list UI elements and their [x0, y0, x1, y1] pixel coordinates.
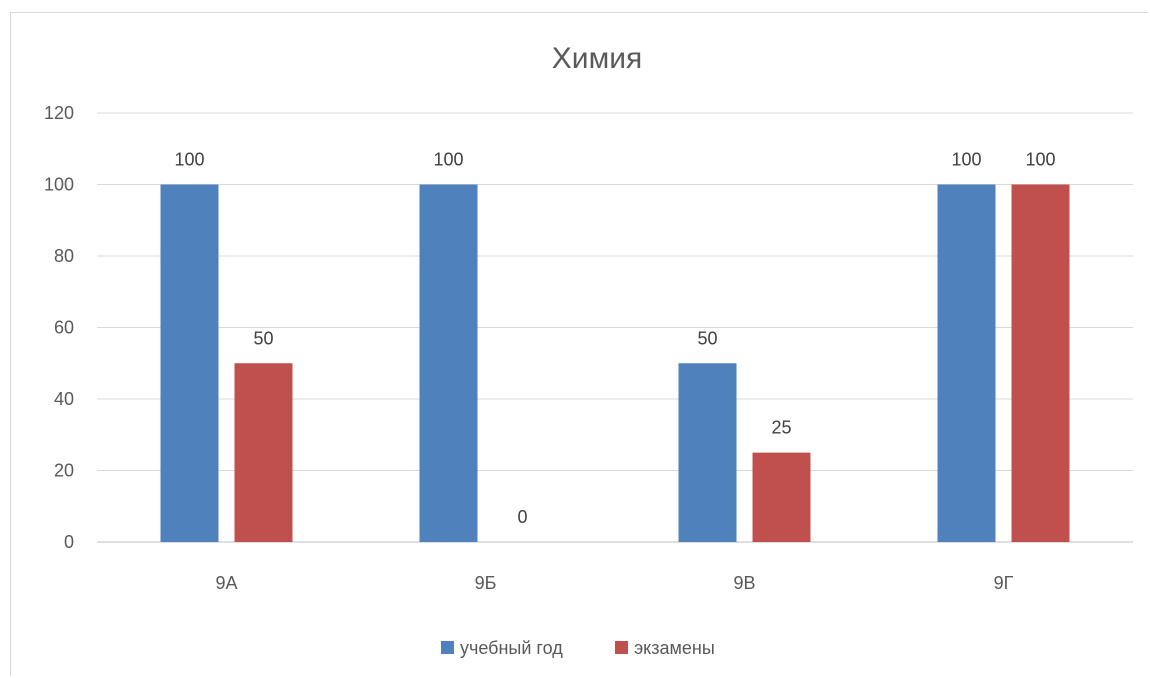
legend: учебный год экзамены [441, 638, 715, 658]
x-tick-label: 9В [733, 573, 755, 593]
data-labels: 100 50 100 0 50 25 100 100 [174, 150, 1055, 528]
y-tick-label: 20 [54, 461, 74, 481]
data-label: 50 [697, 328, 717, 348]
y-axis-ticks: 0 20 40 60 80 100 120 [44, 103, 74, 552]
legend-label: экзамены [634, 638, 715, 658]
bar [234, 363, 293, 542]
y-tick-label: 0 [64, 532, 74, 552]
x-tick-label: 9А [215, 573, 237, 593]
data-label: 100 [174, 150, 204, 170]
data-label: 50 [253, 328, 273, 348]
legend-swatch [615, 641, 628, 654]
y-tick-label: 60 [54, 318, 74, 338]
data-label: 100 [1025, 150, 1055, 170]
data-label: 0 [517, 507, 527, 527]
legend-label: учебный год [460, 638, 563, 658]
x-axis-ticks: 9А 9Б 9В 9Г [215, 573, 1013, 593]
data-label: 25 [771, 418, 791, 438]
bar [678, 363, 737, 542]
chart-frame [10, 12, 1148, 676]
legend-swatch [441, 641, 454, 654]
data-label: 100 [951, 150, 981, 170]
y-tick-label: 120 [44, 103, 74, 123]
x-tick-label: 9Б [475, 573, 497, 593]
bar [937, 184, 996, 542]
bar [160, 184, 219, 542]
y-tick-label: 40 [54, 389, 74, 409]
bar [752, 452, 811, 542]
chart-title: Химия [552, 42, 642, 75]
bar [419, 184, 478, 542]
y-tick-label: 80 [54, 246, 74, 266]
data-label: 100 [433, 150, 463, 170]
y-tick-label: 100 [44, 175, 74, 195]
x-tick-label: 9Г [994, 573, 1014, 593]
bars [160, 184, 1070, 542]
bar [1011, 184, 1070, 542]
